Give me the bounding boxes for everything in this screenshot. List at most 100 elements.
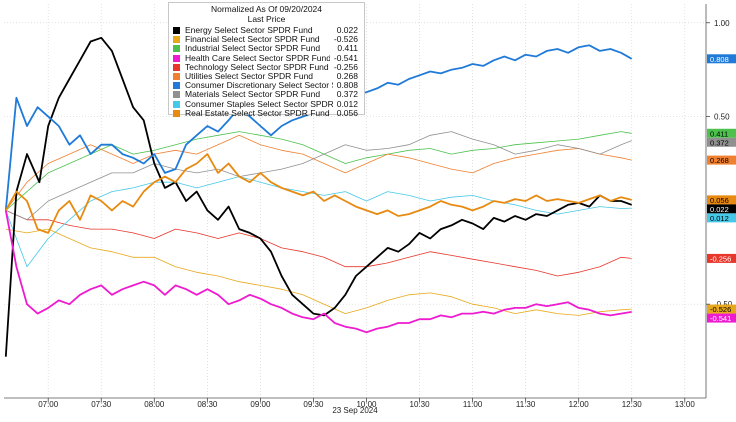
last-value-text: 0.056 xyxy=(710,196,729,205)
legend-entry: Technology Select Sector SPDR Fund -0.256 xyxy=(169,61,364,72)
legend-series-name: Utilities Select Sector SPDR Fund xyxy=(185,71,314,81)
last-value-box xyxy=(707,128,736,138)
last-value-text: -0.541 xyxy=(710,314,731,323)
legend-series-name: Energy Select Sector SPDR Fund xyxy=(185,26,313,35)
last-value-text: -0.526 xyxy=(710,305,731,314)
legend-series-value: 0.268 xyxy=(336,70,358,81)
x-tick-label: 09:30 xyxy=(303,400,324,409)
x-tick-label: 07:00 xyxy=(38,400,59,409)
series-line xyxy=(5,134,632,211)
last-value-label: -0.256 xyxy=(707,253,736,263)
x-tick-label: 07:30 xyxy=(91,400,112,409)
legend-swatch xyxy=(173,45,180,53)
y-tick-label: 1.00 xyxy=(714,19,730,28)
last-value-label: 0.411 xyxy=(707,128,736,138)
legend-series-name: Consumer Discretionary Select Sector SPD… xyxy=(185,81,333,91)
last-value-text: 0.808 xyxy=(710,55,729,64)
legend-series-value: 0.056 xyxy=(336,107,358,118)
legend-entry: Consumer Staples Select Sector SPDR Fund… xyxy=(169,98,364,109)
series-line xyxy=(5,228,632,316)
last-value-box xyxy=(707,204,736,214)
legend-series-name: Consumer Staples Select Sector SPDR Fund xyxy=(185,99,333,109)
x-tick-label: 08:00 xyxy=(144,400,165,409)
x-tick-label: 08:30 xyxy=(197,400,218,409)
legend-series-value: 0.372 xyxy=(336,89,358,100)
legend-entry: Consumer Discretionary Select Sector SPD… xyxy=(169,80,364,91)
legend-swatch xyxy=(173,73,180,81)
x-tick-label: 10:00 xyxy=(356,400,377,409)
last-value-label: -0.526 xyxy=(707,304,736,314)
x-axis-label: 23 Sep 2024 xyxy=(332,406,378,415)
last-value-text: 0.268 xyxy=(710,156,729,165)
legend-rows: Energy Select Sector SPDR Fund 0.022 Finan… xyxy=(169,25,364,118)
x-tick-label: 11:00 xyxy=(463,400,483,409)
series-line xyxy=(4,210,632,334)
legend-swatch xyxy=(173,100,180,108)
last-value-box xyxy=(707,54,736,64)
legend-swatch xyxy=(173,27,180,35)
legend-column-header: Last Price xyxy=(247,14,286,24)
legend: Normalized As Of 09/20/2024 Last Price E… xyxy=(168,2,365,118)
legend-series-name: Materials Select Sector SPDR Fund xyxy=(185,90,321,100)
last-value-box xyxy=(707,155,736,165)
last-value-box xyxy=(707,213,736,223)
x-tick-label: 11:30 xyxy=(516,400,536,409)
legend-entry: Financial Select Sector SPDR Fund -0.526 xyxy=(169,34,364,45)
last-value-box xyxy=(707,137,736,147)
last-value-box xyxy=(707,313,736,323)
legend-title: Normalized As Of 09/20/2024 xyxy=(210,4,323,14)
series-line xyxy=(5,131,632,221)
last-value-label: 0.372 xyxy=(707,137,736,147)
legend-swatch xyxy=(173,63,180,71)
legend-entry: Industrial Select Sector SPDR Fund 0.411 xyxy=(169,44,364,53)
series-line xyxy=(4,36,633,357)
last-value-text: 0.022 xyxy=(710,205,729,214)
legend-entry: Utilities Select Sector SPDR Fund 0.268 xyxy=(169,70,364,81)
legend-entry: Energy Select Sector SPDR Fund 0.022 xyxy=(169,25,364,35)
legend-swatch xyxy=(173,82,180,90)
last-value-box xyxy=(707,304,736,314)
x-tick-label: 12:00 xyxy=(569,400,590,409)
legend-swatch xyxy=(173,36,180,44)
legend-entry: Real Estate Select Sector SPDR Fund 0.056 xyxy=(169,107,364,118)
last-value-text: 0.012 xyxy=(710,214,729,223)
legend-series-value: -0.256 xyxy=(333,61,358,72)
last-value-label: 0.056 xyxy=(707,195,736,205)
series-line xyxy=(5,131,632,211)
series-line xyxy=(5,176,632,268)
last-value-text: -0.256 xyxy=(710,254,731,263)
last-value-label: 0.012 xyxy=(707,213,736,223)
legend-entry: Materials Select Sector SPDR Fund 0.372 xyxy=(169,90,364,99)
legend-swatch xyxy=(173,109,180,117)
axes: 07:00 07:30 08:00 08:30 09:00 09:30 10:00 10:30… xyxy=(4,4,733,415)
series-line xyxy=(5,153,632,234)
series-line xyxy=(5,210,632,277)
legend-swatch xyxy=(173,54,180,62)
last-value-box xyxy=(707,195,736,205)
legend-series-value: 0.411 xyxy=(337,43,358,54)
legend-series-name: Technology Select Sector SPDR Fund xyxy=(185,62,329,72)
legend-series-name: Financial Select Sector SPDR Fund xyxy=(185,35,320,45)
legend-series-value: 0.808 xyxy=(336,80,358,91)
legend-series-value: 0.012 xyxy=(336,98,358,109)
legend-series-name: Real Estate Select Sector SPDR Fund xyxy=(185,108,330,118)
legend-series-value: -0.526 xyxy=(333,34,358,45)
last-value-label: 0.268 xyxy=(707,155,736,165)
series-lines xyxy=(4,36,633,357)
legend-series-name: Industrial Select Sector SPDR Fund xyxy=(185,44,321,54)
last-value-label: -0.541 xyxy=(707,313,736,323)
last-value-label: 0.022 xyxy=(707,204,736,214)
legend-entry: Health Care Select Sector SPDR Fund -0.54… xyxy=(169,52,364,63)
last-value-box xyxy=(707,253,736,263)
legend-series-value: -0.541 xyxy=(333,52,358,63)
legend-swatch xyxy=(173,91,180,99)
last-value-label: 0.808 xyxy=(707,54,736,64)
x-tick-label: 09:00 xyxy=(250,400,271,409)
legend-series-name: Health Care Select Sector SPDR Fund xyxy=(185,53,330,63)
y-tick-label: 0.50 xyxy=(714,113,730,122)
legend-series-value: 0.022 xyxy=(336,25,358,35)
last-value-text: 0.411 xyxy=(710,129,728,138)
